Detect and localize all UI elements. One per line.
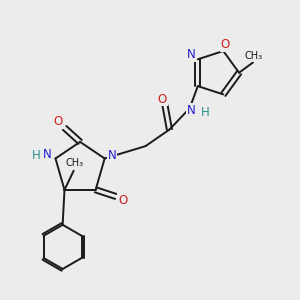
Text: N: N <box>187 104 196 117</box>
Text: O: O <box>158 92 167 106</box>
Text: O: O <box>53 115 63 128</box>
Text: CH₃: CH₃ <box>245 51 263 61</box>
Text: O: O <box>118 194 127 207</box>
Text: N: N <box>187 48 196 62</box>
Text: H: H <box>32 149 41 162</box>
Text: O: O <box>220 38 230 51</box>
Text: N: N <box>108 149 116 162</box>
Text: CH₃: CH₃ <box>65 158 83 168</box>
Text: H: H <box>201 106 209 119</box>
Text: N: N <box>43 148 52 160</box>
